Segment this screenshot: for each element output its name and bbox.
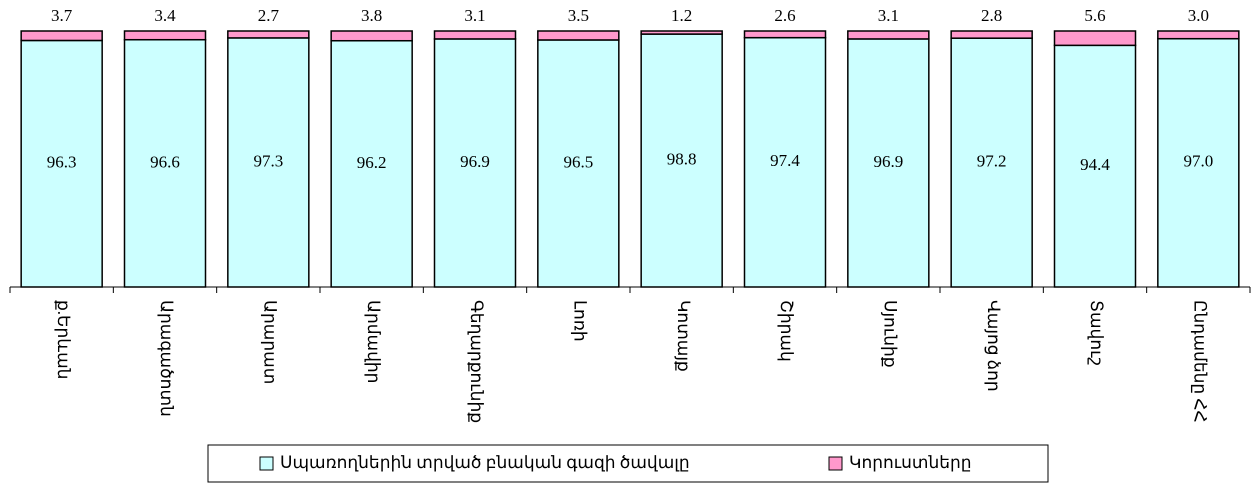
data-label: 1.2 xyxy=(671,6,692,25)
data-label: 97.4 xyxy=(770,151,800,170)
bar-segment xyxy=(640,33,723,288)
data-label: 2.6 xyxy=(774,6,795,25)
x-tick-label: Արարատ xyxy=(260,300,279,384)
data-label: 98.8 xyxy=(667,149,697,168)
bar-segment xyxy=(123,38,207,288)
bar-segment xyxy=(537,39,620,288)
legend-swatch xyxy=(828,456,843,471)
bar-segment xyxy=(330,39,413,288)
data-label: 3.8 xyxy=(361,6,382,25)
data-label: 5.6 xyxy=(1084,6,1105,25)
data-label: 97.2 xyxy=(977,151,1007,170)
x-tick-label: Ընդամենը ՀՀ xyxy=(1190,300,1209,423)
bar-segment xyxy=(330,30,413,42)
data-label: 96.9 xyxy=(460,152,490,171)
data-label: 97.0 xyxy=(1183,152,1213,171)
x-tick-label: Լոռի xyxy=(570,300,589,342)
data-label: 96.6 xyxy=(150,152,180,171)
x-tick-label: Վայոց ձոր xyxy=(984,300,1003,392)
data-label: 3.0 xyxy=(1188,6,1209,25)
bar-segment xyxy=(20,30,103,42)
legend-swatch xyxy=(259,456,274,471)
data-label: 97.3 xyxy=(253,151,283,170)
bar-segment xyxy=(743,30,827,39)
x-tick-label: Արմավիր xyxy=(364,300,383,383)
bar-segment xyxy=(1157,37,1240,288)
data-label: 96.3 xyxy=(47,153,77,172)
data-label: 3.5 xyxy=(568,6,589,25)
bar-segment xyxy=(433,38,517,288)
bar-segment xyxy=(950,37,1033,288)
bar-segment xyxy=(20,39,103,288)
legend-label: Սպառողներին տրված բնական գազի ծավալը xyxy=(280,453,690,472)
data-label: 3.1 xyxy=(464,6,485,25)
bar-segment xyxy=(1053,44,1137,288)
bar-segment xyxy=(847,38,930,288)
data-label: 94.4 xyxy=(1080,155,1110,174)
data-label: 96.9 xyxy=(873,152,903,171)
legend-box xyxy=(207,444,1049,483)
bar-segment xyxy=(227,30,310,39)
x-tick-label: Սյունիք xyxy=(880,300,899,368)
bar-segment xyxy=(1053,30,1137,47)
x-tick-label: Շիրակ xyxy=(777,300,796,362)
x-tick-label: Արագածոտն xyxy=(157,300,176,417)
data-label: 3.4 xyxy=(154,6,176,25)
bar-segment xyxy=(743,36,827,288)
legend-label: Կորուստները xyxy=(849,453,972,472)
x-tick-label: ք.Երևան xyxy=(54,300,73,379)
bar-segment xyxy=(640,30,723,35)
data-label: 2.7 xyxy=(258,6,280,25)
bar-segment xyxy=(847,30,930,40)
bar-segment xyxy=(433,30,517,40)
x-tick-label: Կոտայք xyxy=(674,300,693,372)
data-label: 96.2 xyxy=(357,153,387,172)
data-label: 3.7 xyxy=(51,6,73,25)
data-label: 2.8 xyxy=(981,6,1002,25)
data-label: 96.5 xyxy=(563,152,593,171)
bar-segment xyxy=(227,37,310,288)
bar-segment xyxy=(123,30,207,41)
bar-segment xyxy=(537,30,620,41)
bar-segment xyxy=(1157,30,1240,40)
bar-segment xyxy=(950,30,1033,39)
x-tick-label: Տավուշ xyxy=(1087,300,1106,366)
data-label: 3.1 xyxy=(878,6,899,25)
x-tick-label: Գեղարքունիք xyxy=(467,300,486,423)
